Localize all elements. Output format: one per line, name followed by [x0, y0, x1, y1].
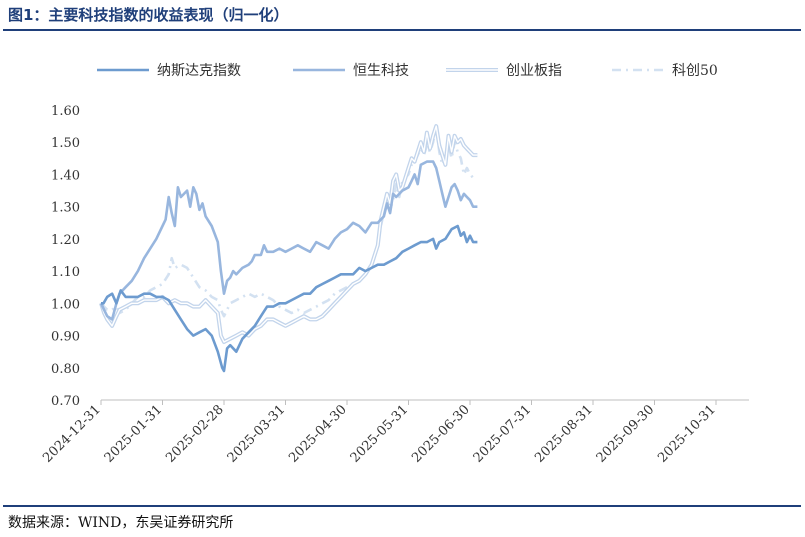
y-tick-label: 0.80	[51, 362, 80, 377]
y-tick-label: 1.50	[51, 136, 80, 151]
legend-label: 创业板指	[506, 63, 562, 79]
y-tick-label: 1.10	[51, 265, 80, 280]
x-tick-label: 2025-10-31	[655, 402, 719, 466]
x-tick-label: 2025-02-28	[163, 402, 227, 466]
x-axis: 2024-12-312025-01-312025-02-282025-03-31…	[40, 399, 749, 466]
source-note: 数据来源：WIND，东吴证券研究所	[8, 515, 234, 531]
x-tick-label: 2025-08-31	[532, 402, 596, 466]
x-tick-label: 2024-12-31	[40, 402, 104, 466]
y-tick-label: 1.30	[51, 201, 80, 216]
y-tick-label: 0.90	[51, 330, 80, 345]
y-tick-label: 0.70	[51, 394, 80, 409]
x-tick-label: 2025-01-31	[102, 402, 166, 466]
x-tick-label: 2025-06-30	[409, 402, 473, 466]
legend: 纳斯达克指数 恒生科技 创业板指 科创50	[97, 63, 718, 79]
y-axis: 0.70 0.80 0.90 1.00 1.10 1.20 1.30 1.40 1.50 1.60	[51, 104, 80, 409]
legend-label: 恒生科技	[353, 63, 409, 79]
x-tick-label: 2025-09-30	[594, 402, 658, 466]
top-rule	[3, 29, 801, 31]
series-line	[100, 124, 478, 318]
plot-area	[99, 124, 478, 373]
x-tick-label: 2025-07-31	[471, 402, 535, 466]
figure-title: 图1：主要科技指数的收益表现（归一化）	[8, 6, 289, 24]
legend-label: 科创50	[672, 63, 718, 79]
legend-label: 纳斯达克指数	[157, 63, 241, 79]
x-tick-label: 2025-03-31	[225, 402, 289, 466]
series-line-inner	[100, 125, 478, 343]
bottom-rule	[3, 505, 801, 507]
x-tick-label: 2025-04-30	[286, 402, 350, 466]
chart: 纳斯达克指数 恒生科技 创业板指 科创50 0.70 0.80 0.90 1.00 1.10 1…	[40, 63, 749, 466]
y-tick-label: 1.00	[51, 297, 80, 312]
series-line	[101, 224, 478, 373]
y-tick-label: 1.20	[51, 233, 80, 248]
y-tick-label: 1.60	[51, 104, 80, 119]
series-line	[99, 160, 478, 321]
y-tick-label: 1.40	[51, 168, 80, 183]
x-tick-label: 2025-05-31	[348, 402, 412, 466]
